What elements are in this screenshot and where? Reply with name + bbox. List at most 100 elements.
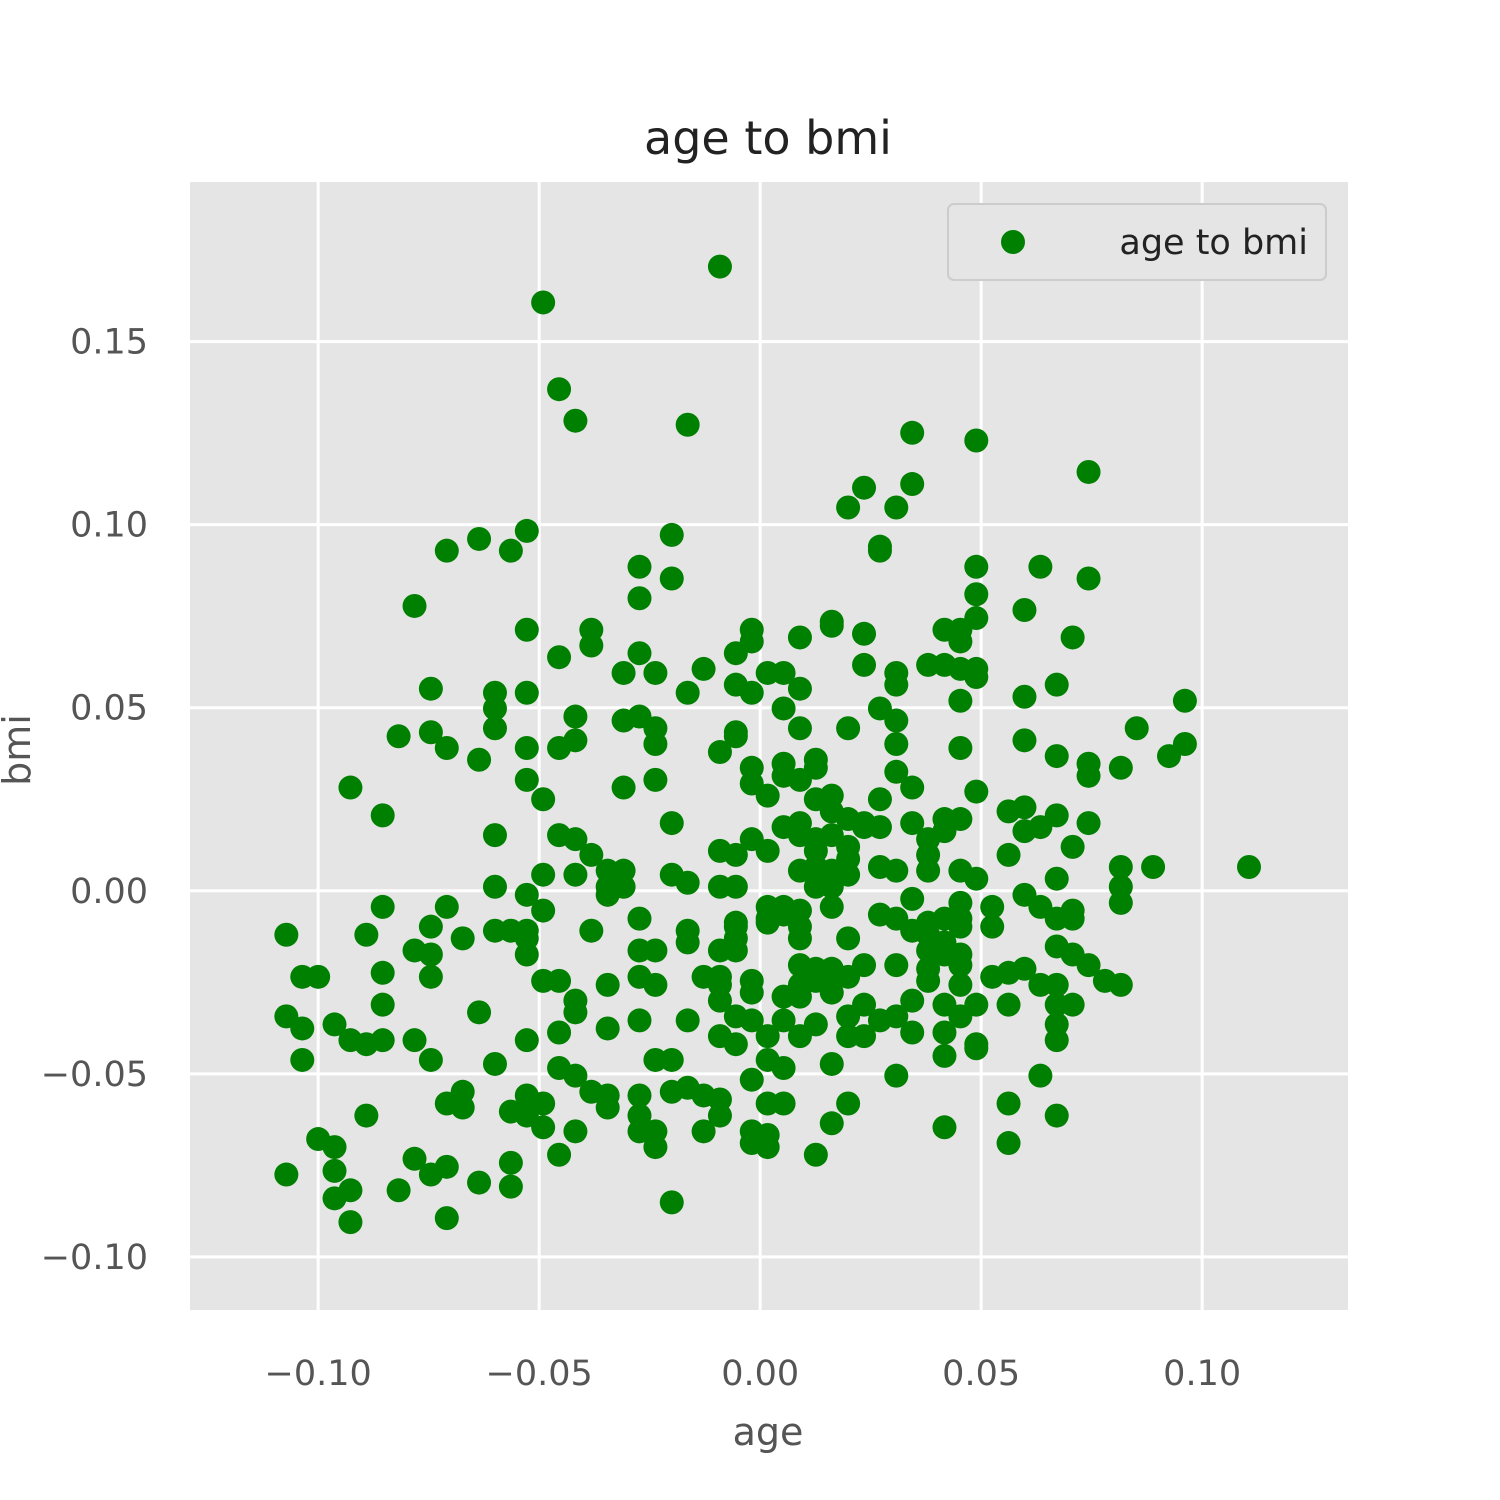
- data-point: [836, 716, 861, 741]
- data-point: [675, 1008, 700, 1033]
- data-point: [1236, 855, 1261, 880]
- data-point: [514, 767, 539, 792]
- data-point: [1060, 992, 1085, 1017]
- data-point: [771, 763, 796, 788]
- data-point: [1076, 953, 1101, 978]
- data-point: [563, 862, 588, 887]
- data-point: [900, 1020, 925, 1045]
- data-point: [514, 518, 539, 543]
- data-point: [531, 898, 556, 923]
- data-point: [386, 724, 411, 749]
- data-point: [467, 747, 492, 772]
- y-tick-labels: −0.10 −0.05 0.00 0.05 0.10 0.15: [41, 323, 148, 1278]
- x-tick-label: −0.05: [486, 1354, 593, 1394]
- data-point: [547, 1020, 572, 1045]
- data-point: [723, 938, 748, 963]
- data-point: [434, 1206, 459, 1231]
- data-point: [643, 938, 668, 963]
- data-point: [1076, 763, 1101, 788]
- data-point: [900, 886, 925, 911]
- data-point: [723, 641, 748, 666]
- data-point: [563, 704, 588, 729]
- data-point: [338, 1210, 363, 1235]
- data-point: [1060, 906, 1085, 931]
- data-point: [900, 988, 925, 1013]
- data-point: [514, 1028, 539, 1053]
- data-point: [884, 495, 909, 520]
- data-point: [659, 522, 684, 547]
- data-point: [418, 942, 443, 967]
- data-point: [867, 815, 892, 840]
- data-point: [450, 1095, 475, 1120]
- data-point: [643, 972, 668, 997]
- data-point: [932, 1020, 957, 1045]
- data-points: [274, 254, 1261, 1235]
- data-point: [964, 582, 989, 607]
- data-point: [514, 942, 539, 967]
- data-point: [884, 672, 909, 697]
- data-point: [1108, 972, 1133, 997]
- data-point: [467, 1170, 492, 1195]
- data-point: [675, 412, 700, 437]
- data-point: [803, 1142, 828, 1167]
- data-point: [964, 779, 989, 804]
- data-point: [819, 1051, 844, 1076]
- data-point: [707, 254, 732, 279]
- data-point: [739, 980, 764, 1005]
- data-point: [627, 906, 652, 931]
- data-point: [563, 408, 588, 433]
- data-point: [819, 613, 844, 638]
- data-point: [1060, 625, 1085, 650]
- data-point: [290, 1016, 315, 1041]
- plot-background: [190, 182, 1348, 1310]
- data-point: [627, 554, 652, 579]
- data-point: [370, 803, 395, 828]
- data-point: [852, 475, 877, 500]
- data-point: [595, 1016, 620, 1041]
- y-axis-label: bmi: [0, 714, 39, 786]
- data-point: [996, 1131, 1021, 1156]
- data-point: [659, 566, 684, 591]
- data-point: [948, 914, 973, 939]
- data-point: [771, 660, 796, 685]
- data-point: [691, 1119, 716, 1144]
- data-point: [563, 1063, 588, 1088]
- data-point: [1060, 834, 1085, 859]
- data-point: [1044, 744, 1069, 769]
- data-point: [1124, 716, 1149, 741]
- data-point: [514, 617, 539, 642]
- data-point: [354, 1103, 379, 1128]
- data-point: [948, 953, 973, 978]
- data-point: [434, 538, 459, 563]
- data-point: [836, 964, 861, 989]
- data-point: [1172, 688, 1197, 713]
- data-point: [884, 1063, 909, 1088]
- data-point: [948, 629, 973, 654]
- data-point: [867, 696, 892, 721]
- data-point: [1044, 803, 1069, 828]
- data-point: [498, 1174, 523, 1199]
- data-point: [964, 664, 989, 689]
- data-point: [691, 656, 716, 681]
- data-point: [482, 696, 507, 721]
- data-point: [852, 652, 877, 677]
- data-point: [948, 688, 973, 713]
- data-point: [787, 625, 812, 650]
- data-point: [482, 874, 507, 899]
- data-point: [1108, 855, 1133, 880]
- data-point: [402, 1028, 427, 1053]
- data-point: [996, 1091, 1021, 1116]
- data-point: [884, 731, 909, 756]
- data-point: [370, 894, 395, 919]
- data-point: [1044, 866, 1069, 891]
- data-point: [627, 1008, 652, 1033]
- data-point: [1141, 855, 1166, 880]
- data-point: [1028, 1063, 1053, 1088]
- data-point: [434, 736, 459, 761]
- data-point: [611, 660, 636, 685]
- data-point: [514, 736, 539, 761]
- data-point: [836, 1091, 861, 1116]
- data-point: [787, 1024, 812, 1049]
- data-point: [643, 767, 668, 792]
